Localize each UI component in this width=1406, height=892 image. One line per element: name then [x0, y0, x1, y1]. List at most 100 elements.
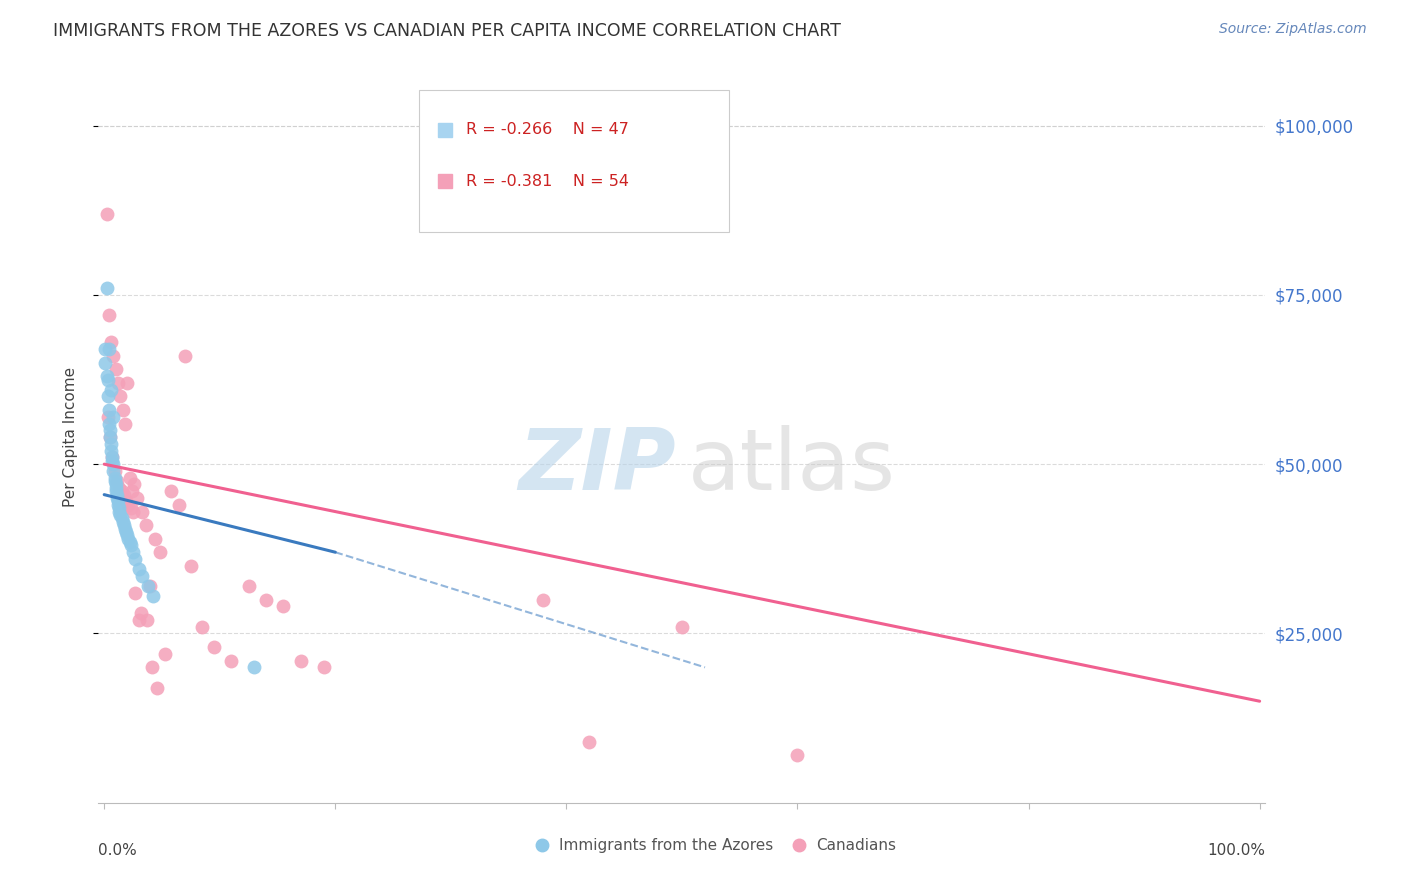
Point [122, 477, 145, 491]
Point [100, 437, 122, 451]
Point [290, 654, 312, 668]
Point [97, 308, 120, 322]
Point [141, 660, 163, 674]
Text: IMMIGRANTS FROM THE AZORES VS CANADIAN PER CAPITA INCOME CORRELATION CHART: IMMIGRANTS FROM THE AZORES VS CANADIAN P… [53, 22, 841, 40]
Text: Canadians: Canadians [815, 838, 896, 853]
Point [118, 471, 141, 485]
Point [104, 484, 127, 499]
Text: Immigrants from the Azores: Immigrants from the Azores [560, 838, 773, 853]
Point [115, 494, 138, 508]
Point [174, 349, 197, 363]
Point [111, 515, 134, 529]
Point [100, 443, 122, 458]
Point [103, 409, 125, 424]
Point [129, 606, 152, 620]
Point [117, 376, 139, 390]
Point [97, 403, 120, 417]
Point [112, 518, 135, 533]
Point [238, 579, 260, 593]
Point [107, 376, 129, 390]
Point [139, 579, 162, 593]
Point [125, 491, 148, 505]
Point [97, 389, 120, 403]
Point [110, 484, 132, 499]
Point [97, 417, 120, 431]
Point [122, 505, 145, 519]
Point [110, 508, 132, 522]
Point [117, 528, 139, 542]
Point [100, 383, 122, 397]
Point [531, 592, 554, 607]
Text: Source: ZipAtlas.com: Source: ZipAtlas.com [1219, 22, 1367, 37]
Point [124, 552, 146, 566]
Point [115, 524, 138, 539]
Point [105, 488, 128, 502]
Point [104, 471, 127, 485]
Point [143, 532, 166, 546]
Point [122, 545, 145, 559]
Point [110, 389, 132, 403]
Point [94, 355, 117, 369]
Point [101, 450, 124, 465]
Text: 0.0%: 0.0% [98, 843, 138, 858]
Point [101, 454, 124, 468]
Point [117, 498, 139, 512]
Point [104, 474, 127, 488]
Point [104, 481, 127, 495]
Point [135, 518, 157, 533]
Point [221, 654, 243, 668]
Point [169, 498, 191, 512]
Point [103, 457, 125, 471]
Point [118, 535, 141, 549]
Point [128, 613, 150, 627]
Point [110, 511, 132, 525]
Point [96, 206, 118, 220]
Point [97, 372, 120, 386]
Point [111, 403, 134, 417]
Point [96, 281, 118, 295]
Y-axis label: Per Capita Income: Per Capita Income [63, 367, 77, 508]
Point [121, 484, 143, 499]
Point [271, 599, 294, 614]
Text: atlas: atlas [688, 425, 896, 508]
Point [671, 620, 693, 634]
Point [104, 362, 127, 376]
Point [104, 477, 127, 491]
Text: R = -0.266    N = 47: R = -0.266 N = 47 [465, 122, 628, 137]
Point [107, 498, 129, 512]
Point [97, 409, 120, 424]
Point [108, 481, 131, 495]
Point [120, 501, 142, 516]
Point [98, 430, 121, 444]
Point [96, 369, 118, 384]
Point [146, 681, 169, 695]
Point [160, 484, 183, 499]
Text: R = -0.381    N = 54: R = -0.381 N = 54 [465, 174, 628, 188]
Point [112, 488, 135, 502]
Point [120, 538, 142, 552]
Point [131, 505, 153, 519]
Point [94, 342, 117, 356]
Point [312, 660, 335, 674]
Point [104, 464, 127, 478]
Point [117, 532, 139, 546]
Point [108, 501, 131, 516]
Point [202, 640, 225, 654]
Text: 100.0%: 100.0% [1208, 843, 1265, 858]
Point [191, 620, 214, 634]
Point [155, 647, 177, 661]
Text: ZIP: ZIP [519, 425, 676, 508]
Point [136, 613, 159, 627]
Point [98, 430, 121, 444]
Point [254, 592, 277, 607]
Point [131, 569, 153, 583]
Point [97, 342, 120, 356]
Point [136, 579, 159, 593]
Point [142, 589, 165, 603]
Point [98, 423, 121, 437]
Point [100, 335, 122, 350]
Point [107, 494, 129, 508]
Point [578, 735, 600, 749]
Point [149, 545, 172, 559]
Point [108, 505, 131, 519]
